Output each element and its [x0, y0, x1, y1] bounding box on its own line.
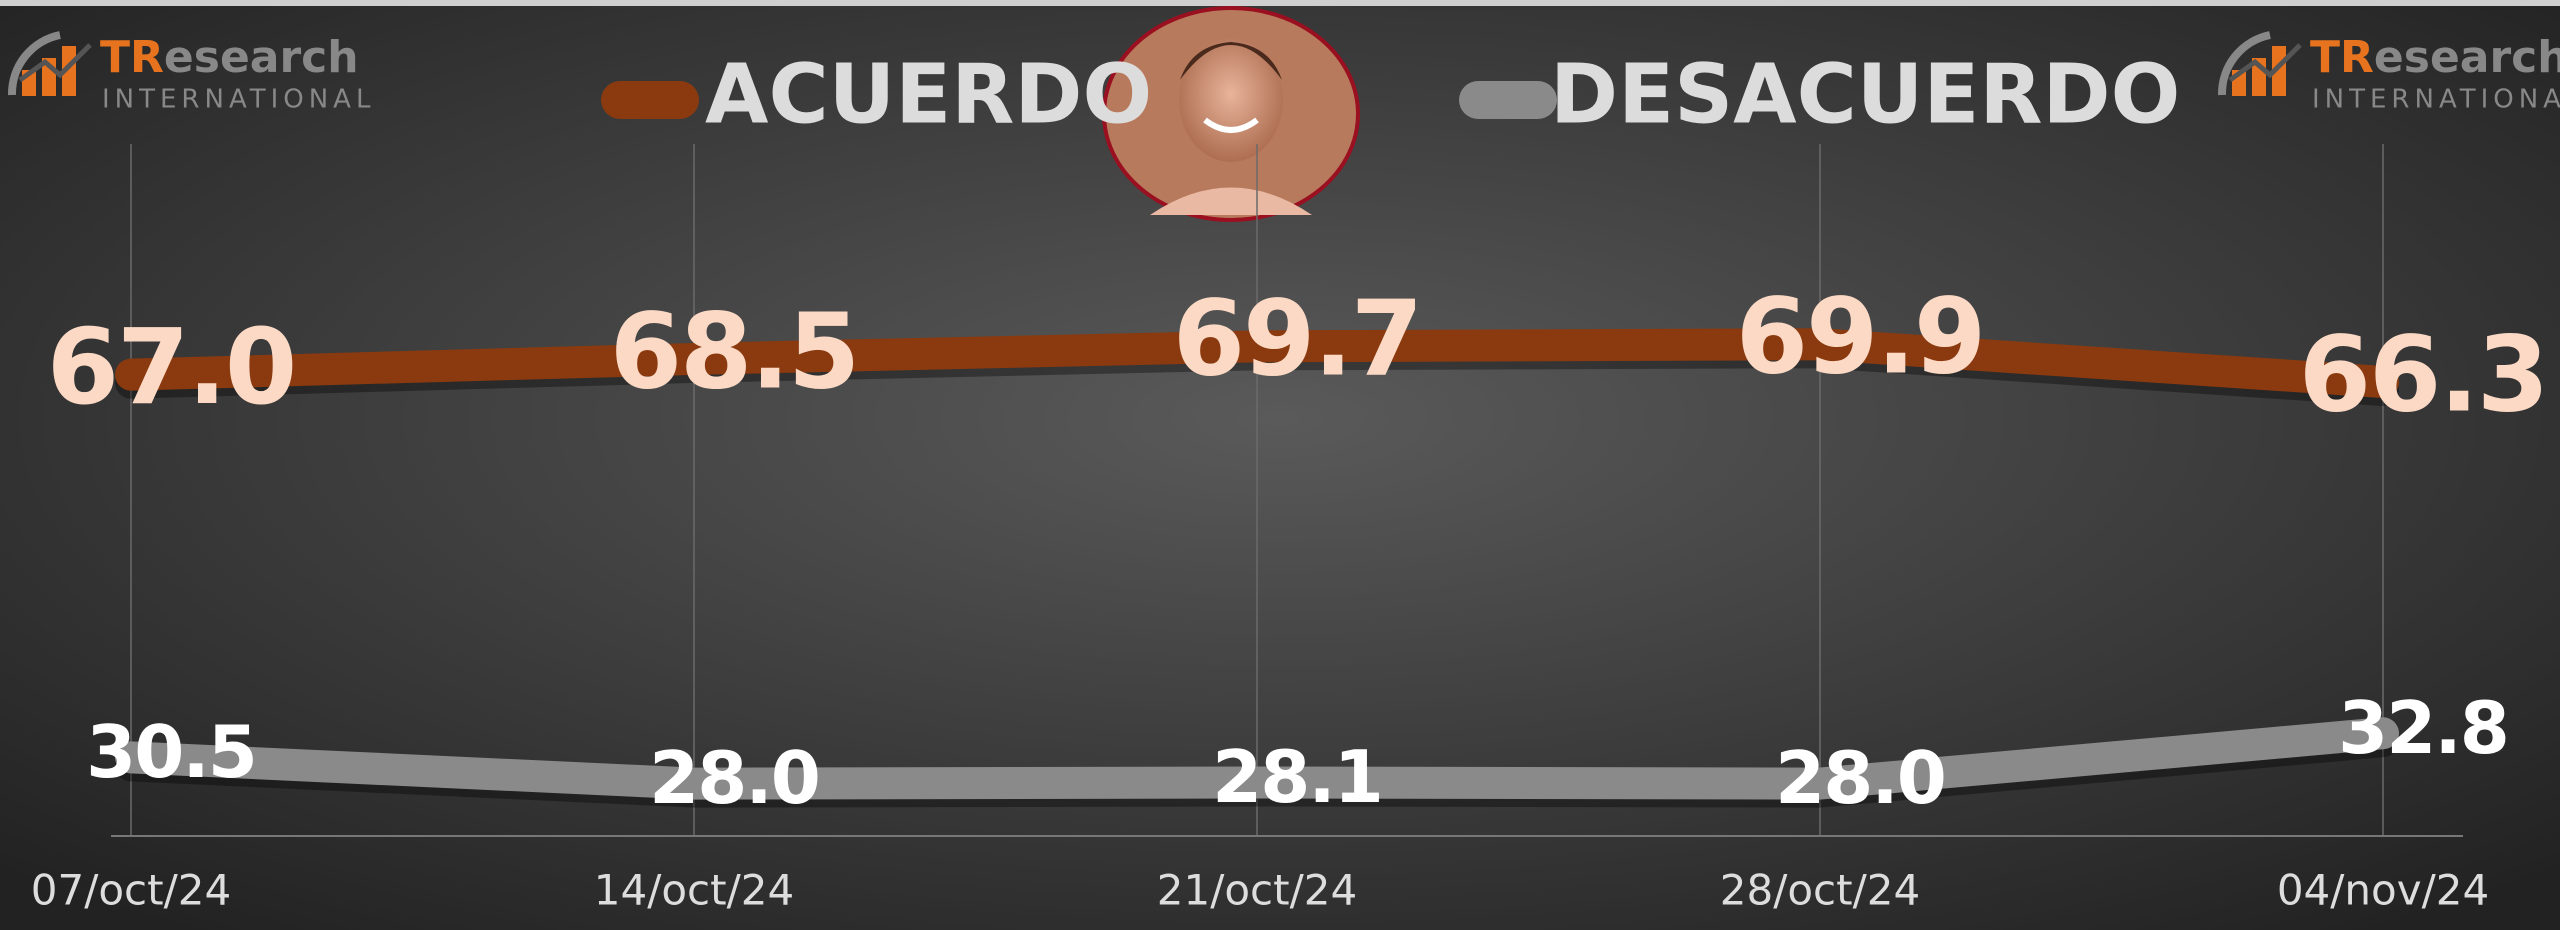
logo-brand-lead: TR: [100, 32, 164, 83]
value-label: 32.8: [2338, 686, 2508, 770]
value-label: 66.3: [2299, 313, 2548, 435]
value-label: 28.0: [649, 736, 819, 820]
x-tick-label: 14/oct/24: [594, 866, 794, 915]
value-label: 68.5: [610, 290, 859, 412]
svg-text:TResearch: TResearch: [100, 32, 359, 83]
chart: TResearch INTERNATIONAL TResearch INTERN…: [0, 0, 2560, 930]
legend-label: ACUERDO: [705, 47, 1152, 142]
logo-brand-lead: TR: [2310, 32, 2374, 83]
x-tick-label: 04/nov/24: [2277, 866, 2489, 915]
svg-text:TResearch: TResearch: [2310, 32, 2560, 83]
value-label: 28.0: [1775, 736, 1945, 820]
value-label: 30.5: [86, 710, 256, 794]
value-label: 28.1: [1212, 735, 1382, 819]
logo-brand-rest: esearch: [164, 32, 359, 83]
x-tick-label: 28/oct/24: [1720, 866, 1920, 915]
logo-subtitle: INTERNATIONAL: [102, 85, 375, 115]
value-label: 69.7: [1173, 278, 1422, 400]
value-label: 69.9: [1736, 276, 1985, 398]
value-label: 67.0: [47, 306, 296, 428]
logo-brand-rest: esearch: [2374, 32, 2560, 83]
legend-label: DESACUERDO: [1550, 47, 2180, 142]
x-tick-label: 07/oct/24: [31, 866, 231, 915]
top-border: [0, 0, 2560, 6]
x-tick-label: 21/oct/24: [1157, 866, 1357, 915]
logo-subtitle: INTERNATIONAL: [2312, 85, 2560, 115]
